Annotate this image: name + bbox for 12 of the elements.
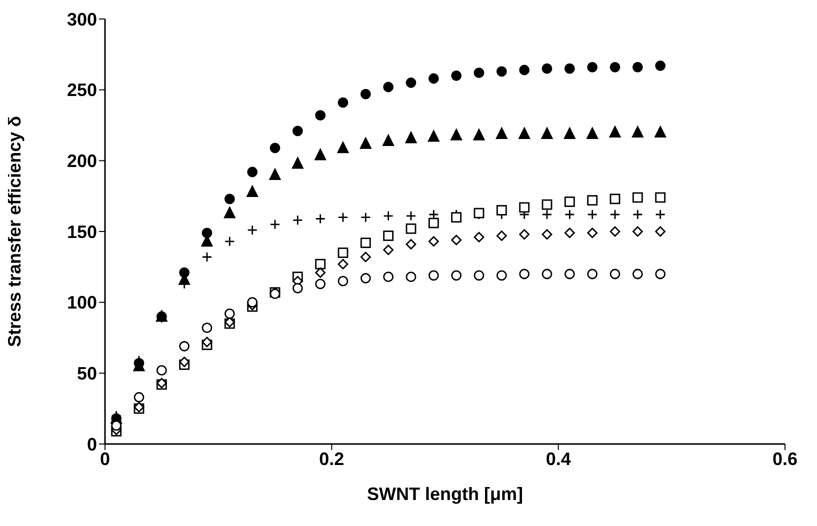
- y-tick-label: 200: [66, 151, 97, 172]
- x-tick-label: 0.4: [546, 448, 571, 469]
- y-tick-label: 300: [66, 9, 97, 30]
- y-tick-label: 50: [76, 364, 97, 384]
- y-tick-label: 150: [66, 222, 97, 242]
- x-tick-label: 0: [100, 448, 110, 469]
- y-tick-label: 250: [66, 80, 97, 100]
- y-tick-label: 0: [86, 434, 97, 454]
- y-tick-label: 100: [66, 292, 97, 313]
- x-tick-label: 0.6: [772, 448, 798, 469]
- x-axis-title: SWNT length [μm]: [367, 484, 523, 504]
- x-tick-label: 0.2: [319, 448, 344, 469]
